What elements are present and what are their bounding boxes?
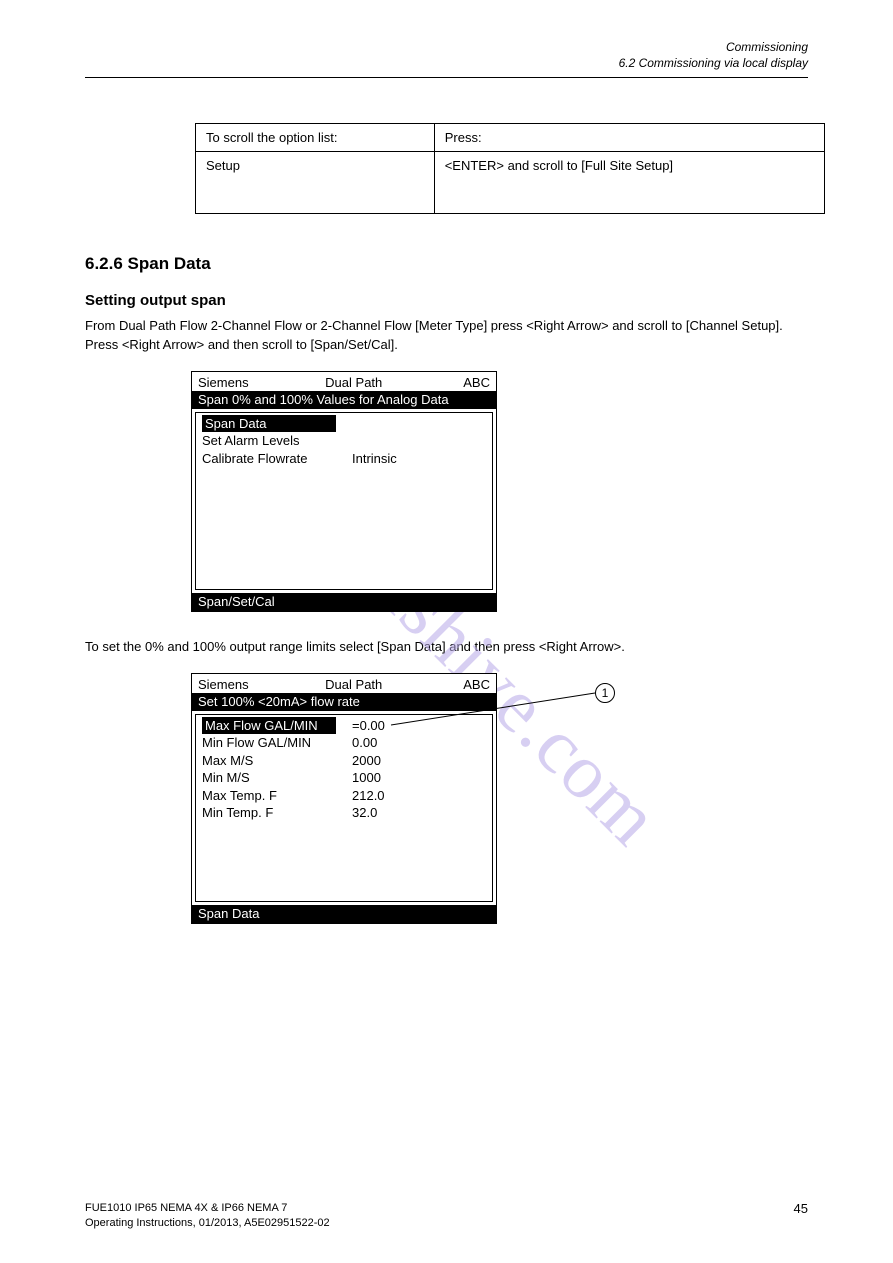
screen1-vendor: Siemens — [198, 375, 295, 390]
lead-paragraph-2: To set the 0% and 100% output range limi… — [85, 638, 808, 657]
screen2-item-mintemp: Min Temp. F — [202, 804, 352, 822]
screen2-row-minflow: Min Flow GAL/MIN 0.00 — [196, 734, 492, 752]
screen2-indicator: ABC — [412, 677, 490, 692]
table-cell-r1c1: Setup — [196, 152, 435, 214]
screen1-mode: Dual Path — [295, 375, 412, 390]
screen2-row-maxflow: Max Flow GAL/MIN =0.00 — [196, 717, 492, 735]
screen2-value-1: 0.00 — [352, 734, 486, 752]
page-footer: FUE1010 IP65 NEMA 4X & IP66 NEMA 7 Opera… — [85, 1201, 808, 1230]
screen2-row-mintemp: Min Temp. F 32.0 — [196, 804, 492, 822]
table-header-col2: Press: — [434, 124, 824, 152]
screen2-vendor: Siemens — [198, 677, 295, 692]
callout-marker-1: 1 — [595, 683, 615, 703]
table-cell-r1c2: <ENTER> and scroll to [Full Site Setup] — [434, 152, 824, 214]
screen1-value-0 — [352, 415, 486, 433]
screen2-item-minms: Min M/S — [202, 769, 352, 787]
screen2-row-maxms: Max M/S 2000 — [196, 752, 492, 770]
screen2-item-minflow: Min Flow GAL/MIN — [202, 734, 352, 752]
screen1-row-alarm: Set Alarm Levels — [196, 432, 492, 450]
device-screen-2-wrap: Siemens Dual Path ABC Set 100% <20mA> fl… — [191, 673, 808, 924]
footer-product-line: FUE1010 IP65 NEMA 4X & IP66 NEMA 7 — [85, 1201, 330, 1215]
screen2-value-5: 32.0 — [352, 804, 486, 822]
screen2-footer-bar: Span Data — [192, 905, 496, 923]
device-screen-1-wrap: Siemens Dual Path ABC Span 0% and 100% V… — [191, 371, 808, 612]
header-section: 6.2 Commissioning via local display — [85, 56, 808, 72]
screen1-value-1 — [352, 432, 486, 450]
screen2-value-3: 1000 — [352, 769, 486, 787]
screen1-body: Span Data Set Alarm Levels Calibrate Flo… — [195, 412, 493, 590]
device-screen-2: Siemens Dual Path ABC Set 100% <20mA> fl… — [191, 673, 497, 924]
screen2-value-0: =0.00 — [352, 717, 486, 735]
screen1-row-calibrate: Calibrate Flowrate Intrinsic — [196, 450, 492, 468]
section-number-title: 6.2.6 Span Data — [85, 254, 808, 274]
screen1-title-bar: Span 0% and 100% Values for Analog Data — [192, 391, 496, 409]
page-header-area: Commissioning 6.2 Commissioning via loca… — [0, 0, 893, 71]
screen2-row-maxtemp: Max Temp. F 212.0 — [196, 787, 492, 805]
header-divider — [85, 77, 808, 78]
screen2-item-maxflow: Max Flow GAL/MIN — [202, 717, 336, 735]
screen1-item-span-data: Span Data — [202, 415, 336, 433]
screen2-item-maxms: Max M/S — [202, 752, 352, 770]
screen2-title-bar: Set 100% <20mA> flow rate — [192, 693, 496, 711]
screen2-mode: Dual Path — [295, 677, 412, 692]
screen1-footer-bar: Span/Set/Cal — [192, 593, 496, 611]
screen1-value-2: Intrinsic — [352, 450, 486, 468]
screen2-item-maxtemp: Max Temp. F — [202, 787, 352, 805]
device-screen-1: Siemens Dual Path ABC Span 0% and 100% V… — [191, 371, 497, 612]
table-header-col1: To scroll the option list: — [196, 124, 435, 152]
footer-doc-line: Operating Instructions, 01/2013, A5E0295… — [85, 1216, 330, 1230]
screen2-value-4: 212.0 — [352, 787, 486, 805]
screen1-indicator: ABC — [412, 375, 490, 390]
section-subtitle: Setting output span — [85, 292, 808, 309]
screen2-row-minms: Min M/S 1000 — [196, 769, 492, 787]
screen2-body: Max Flow GAL/MIN =0.00 Min Flow GAL/MIN … — [195, 714, 493, 902]
footer-page-number: 45 — [794, 1201, 808, 1218]
header-chapter: Commissioning — [85, 40, 808, 56]
screen2-value-2: 2000 — [352, 752, 486, 770]
screen1-item-alarm: Set Alarm Levels — [202, 432, 352, 450]
scroll-instructions-table: To scroll the option list: Press: Setup … — [195, 123, 825, 214]
screen1-row-span-data: Span Data — [196, 415, 492, 433]
screen1-item-calibrate: Calibrate Flowrate — [202, 450, 352, 468]
lead-paragraph-1: From Dual Path Flow 2-Channel Flow or 2-… — [85, 317, 808, 355]
